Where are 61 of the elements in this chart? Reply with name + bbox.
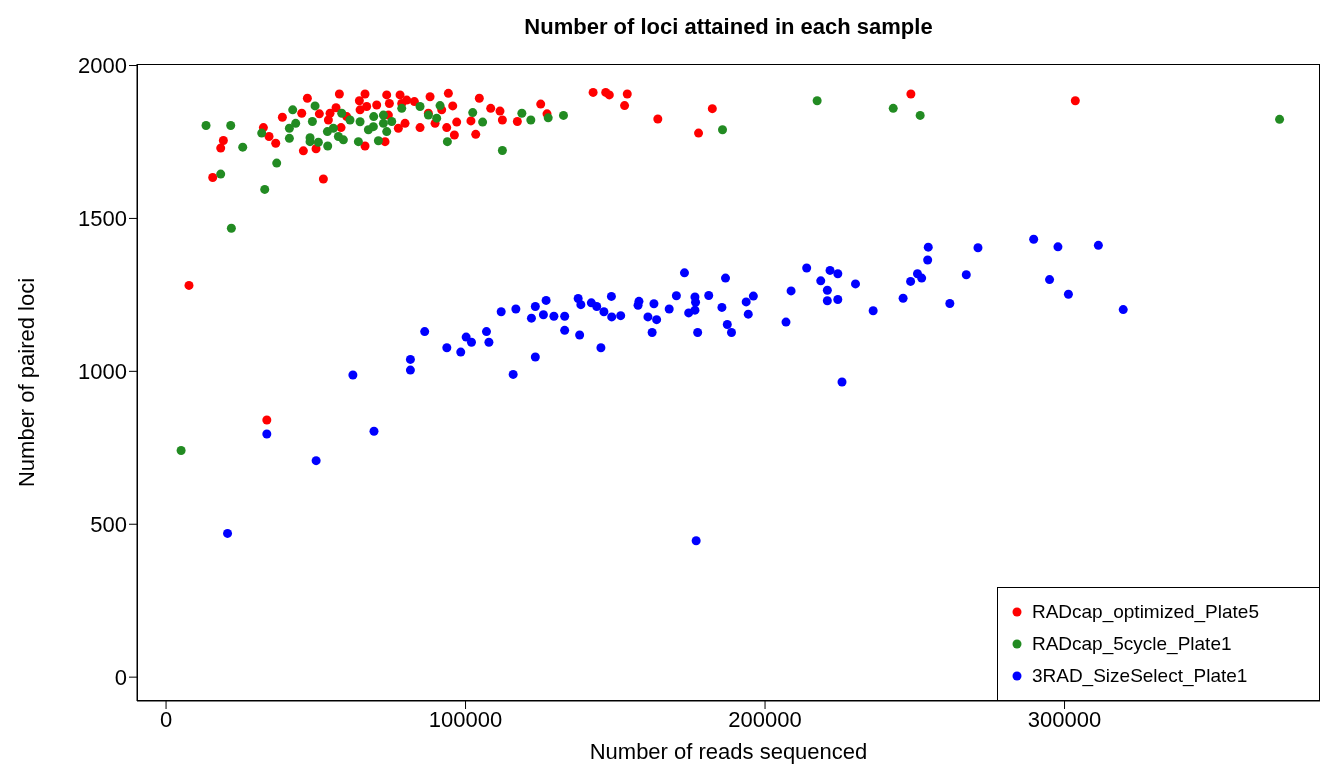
point: [442, 137, 452, 147]
point: [310, 101, 320, 111]
point: [272, 158, 282, 168]
x-tick-label: 100000: [428, 706, 503, 732]
point: [337, 108, 347, 118]
point: [369, 112, 379, 122]
point: [260, 184, 270, 194]
point: [373, 136, 383, 146]
y-tick-label: 2000: [78, 53, 127, 79]
y-tick-label: 1500: [78, 206, 127, 232]
point: [812, 96, 822, 106]
point: [328, 123, 338, 133]
point: [355, 117, 365, 127]
point: [543, 113, 553, 123]
point: [323, 141, 333, 151]
point: [378, 118, 388, 128]
point: [313, 137, 323, 147]
legend-label: RADcap_optimized_Plate5: [1031, 601, 1259, 623]
point: [216, 169, 226, 179]
chart-title: Number of loci attained in each sample: [523, 14, 934, 40]
point: [915, 110, 925, 120]
point: [284, 123, 294, 133]
point: [1275, 114, 1285, 124]
point: [558, 110, 568, 120]
point: [201, 120, 211, 130]
legend-label: 3RAD_SizeSelect_Plate1: [1031, 665, 1248, 687]
point: [382, 127, 392, 137]
point: [257, 128, 267, 138]
point: [288, 105, 298, 115]
point: [378, 110, 388, 120]
point: [432, 113, 442, 123]
point: [226, 120, 236, 130]
point: [517, 108, 527, 118]
point: [497, 146, 507, 156]
x-tick-label: 200000: [728, 706, 802, 732]
point: [468, 108, 478, 118]
legend-label: RADcap_5cycle_Plate1: [1031, 633, 1232, 655]
point: [397, 103, 407, 113]
point: [338, 135, 348, 145]
point: [435, 101, 445, 111]
x-tick-label: 0: [159, 706, 173, 732]
point: [718, 125, 728, 135]
y-tick-label: 500: [90, 512, 127, 538]
y-tick-label: 1000: [78, 359, 127, 385]
point: [888, 103, 898, 113]
point: [353, 137, 363, 147]
point: [307, 116, 317, 126]
point: [526, 115, 536, 125]
point: [368, 122, 378, 132]
point: [284, 133, 294, 143]
point: [415, 102, 425, 112]
point: [176, 446, 186, 456]
y-axis-title: Number of paired loci: [13, 277, 39, 488]
point: [387, 116, 397, 126]
point: [238, 142, 248, 152]
y-tick-label: 0: [114, 664, 127, 690]
x-axis-title: Number of reads sequenced: [589, 739, 868, 764]
point: [291, 118, 301, 128]
point: [478, 117, 488, 127]
point: [226, 223, 236, 233]
x-tick-label: 300000: [1027, 706, 1102, 732]
